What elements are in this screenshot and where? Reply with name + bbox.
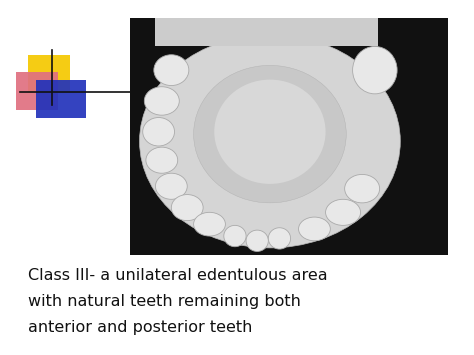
Text: Class III- a unilateral edentulous area: Class III- a unilateral edentulous area: [28, 268, 328, 283]
Ellipse shape: [353, 47, 397, 94]
Ellipse shape: [139, 34, 401, 248]
Ellipse shape: [146, 147, 178, 173]
Ellipse shape: [143, 118, 174, 146]
Bar: [155, 18, 378, 47]
Text: with natural teeth remaining both: with natural teeth remaining both: [28, 294, 301, 309]
Ellipse shape: [345, 174, 380, 203]
Ellipse shape: [154, 55, 189, 86]
Ellipse shape: [214, 80, 326, 184]
Bar: [130, 18, 448, 255]
Bar: [36, 80, 86, 118]
Ellipse shape: [268, 228, 291, 249]
Ellipse shape: [193, 212, 226, 236]
Ellipse shape: [246, 230, 268, 251]
Ellipse shape: [171, 195, 203, 221]
Ellipse shape: [193, 65, 346, 203]
Bar: [16, 72, 58, 110]
Ellipse shape: [326, 199, 361, 225]
Ellipse shape: [299, 217, 330, 241]
Ellipse shape: [144, 87, 179, 115]
Ellipse shape: [155, 173, 187, 199]
Text: anterior and posterior teeth: anterior and posterior teeth: [28, 320, 252, 335]
Ellipse shape: [224, 225, 246, 247]
Bar: [28, 55, 70, 93]
